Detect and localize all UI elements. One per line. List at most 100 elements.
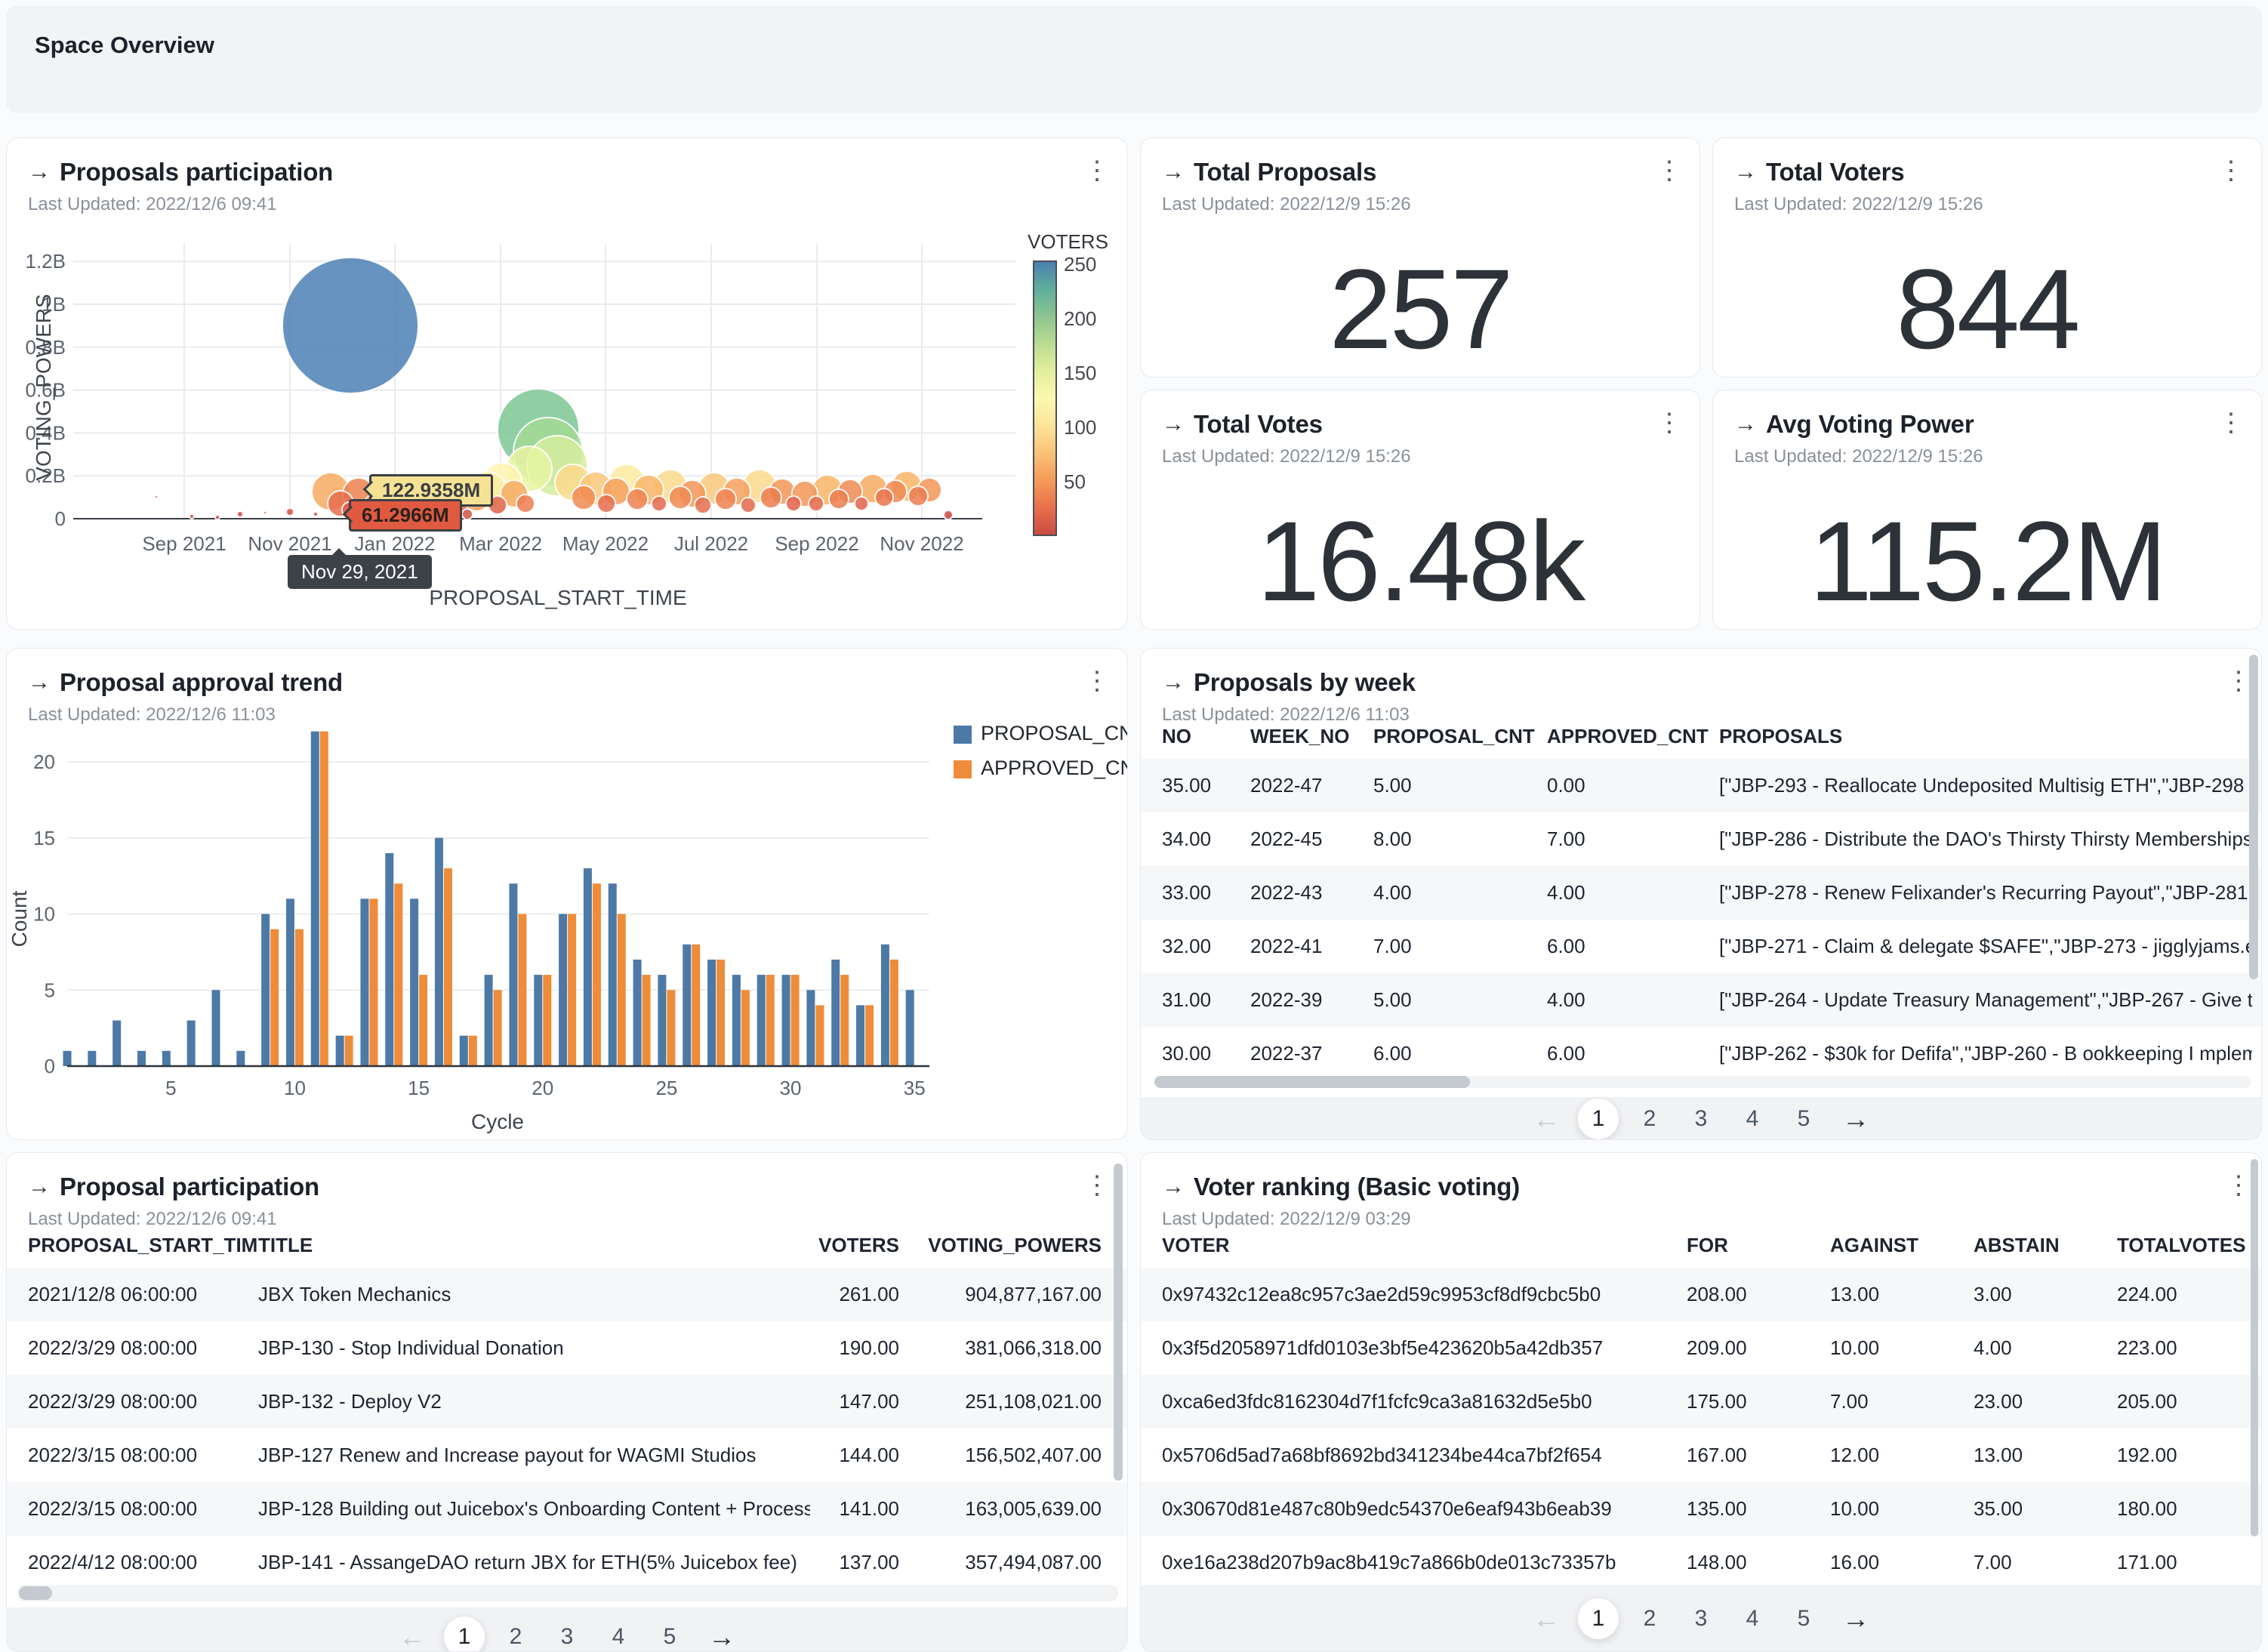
panel-link-arrow-icon[interactable]: → xyxy=(1734,159,1757,184)
bar-proposal-cnt xyxy=(88,1050,97,1066)
panel-link-arrow-icon[interactable]: → xyxy=(1162,159,1185,184)
table-cell: JBP-127 Renew and Increase payout for WA… xyxy=(258,1444,757,1466)
table-cell: 205.00 xyxy=(2117,1390,2177,1413)
page-button-4[interactable]: 4 xyxy=(1746,1606,1759,1631)
panel-link-arrow-icon[interactable]: → xyxy=(28,159,51,184)
bar-approved-cnt xyxy=(468,1035,477,1066)
pagination: ← 1 2 3 4 5 → xyxy=(391,1617,743,1652)
bar-approved-cnt xyxy=(443,868,452,1066)
horizontal-scrollbar-thumb[interactable] xyxy=(19,1586,52,1600)
table-cell: 208.00 xyxy=(1687,1283,1747,1305)
bar-approved-cnt xyxy=(865,1005,874,1066)
panel-avg-voting-power: → Avg Voting Power Last Updated: 2022/12… xyxy=(1712,390,2262,630)
bar-proposal-cnt xyxy=(335,1035,344,1066)
table-cell: 167.00 xyxy=(1687,1444,1747,1466)
x-tick-label: Sep 2022 xyxy=(775,532,858,555)
panel-link-arrow-icon[interactable]: → xyxy=(28,670,51,695)
y-axis-title: Count xyxy=(8,890,31,947)
bar-proposal-cnt xyxy=(781,975,790,1066)
panel-voter-ranking: → Voter ranking (Basic voting) Last Upda… xyxy=(1140,1152,2262,1652)
page-button-4[interactable]: 4 xyxy=(612,1624,625,1649)
previous-page-button[interactable]: ← xyxy=(1533,1103,1560,1134)
bar-proposal-cnt xyxy=(509,883,518,1066)
page-button-1[interactable]: 1 xyxy=(1578,1099,1619,1139)
page-button-2[interactable]: 2 xyxy=(1643,1606,1656,1631)
more-menu-icon[interactable]: ⋮ xyxy=(1084,1171,1110,1200)
legend-label: APPROVED_CNT xyxy=(981,757,1128,779)
table-row: 2022/3/29 08:00:00 JBP-132 - Deploy V2 147… xyxy=(7,1375,1127,1429)
vertical-scrollbar-thumb[interactable] xyxy=(2251,1159,2258,1536)
bar-approved-cnt xyxy=(369,898,378,1066)
next-page-button[interactable]: → xyxy=(1842,1603,1869,1634)
page-title: Space Overview xyxy=(35,32,214,58)
table-row: 0x3f5d2058971dfd0103e3bf5e423620b5a42db3… xyxy=(1141,1321,2261,1375)
page-button-5[interactable]: 5 xyxy=(1797,1606,1810,1631)
panel-title: Total Voters xyxy=(1766,158,1905,186)
page-button-2[interactable]: 2 xyxy=(509,1624,522,1649)
more-menu-icon[interactable]: ⋮ xyxy=(1084,156,1110,185)
table-cell: ["JBP-262 - $30k for Defifa","JBP-260 - … xyxy=(1719,1042,2252,1065)
vertical-scrollbar-thumb[interactable] xyxy=(2249,655,2258,979)
table-header-row: NO WEEK_NO PROPOSAL_CNT APPROVED_CNT PROPOSA… xyxy=(1141,714,2261,759)
table-row: 33.00 2022-43 4.00 4.00 ["JBP-278 - Renew Fe… xyxy=(1141,866,2261,920)
more-menu-icon[interactable]: ⋮ xyxy=(1656,408,1682,437)
panel-title: Proposals participation xyxy=(60,158,334,186)
more-menu-icon[interactable]: ⋮ xyxy=(1084,667,1110,695)
page-button-1[interactable]: 1 xyxy=(1578,1598,1619,1639)
page-button-2[interactable]: 2 xyxy=(1643,1106,1656,1131)
table-footer: ← 1 2 3 4 5 → xyxy=(1141,1097,2261,1139)
bar-approved-cnt xyxy=(840,975,849,1066)
table-cell: 10.00 xyxy=(1830,1336,1880,1359)
bar-proposal-cnt xyxy=(162,1050,171,1066)
x-tick-label: 35 xyxy=(904,1077,926,1099)
pagination: ← 1 2 3 4 5 → xyxy=(1525,1598,1877,1639)
more-menu-icon[interactable]: ⋮ xyxy=(2218,408,2244,437)
horizontal-scrollbar-track[interactable] xyxy=(17,1585,1118,1601)
table-cell: ["JBP-286 - Distribute the DAO's Thirsty… xyxy=(1719,828,2252,850)
panel-link-arrow-icon[interactable]: → xyxy=(28,1174,51,1199)
data-bubble xyxy=(189,513,195,519)
page-button-3[interactable]: 3 xyxy=(560,1624,574,1649)
page-button-3[interactable]: 3 xyxy=(1694,1606,1708,1631)
vertical-scrollbar-thumb[interactable] xyxy=(1114,1163,1123,1481)
page-button-5[interactable]: 5 xyxy=(663,1624,676,1649)
panel-link-arrow-icon[interactable]: → xyxy=(1162,670,1185,695)
panel-title: Proposal participation xyxy=(60,1173,319,1200)
page-button-3[interactable]: 3 xyxy=(1694,1106,1708,1131)
table-cell: 16.00 xyxy=(1830,1551,1880,1573)
next-page-button[interactable]: → xyxy=(1842,1103,1869,1134)
next-page-button[interactable]: → xyxy=(708,1621,735,1652)
x-axis-title: Cycle xyxy=(471,1110,524,1133)
bar-chart: 0 5 10 15 20 5 10 15 20 25 30 35 Count Cycle PROPOSAL_… xyxy=(8,722,1128,1133)
page-button-1[interactable]: 1 xyxy=(444,1617,485,1651)
panel-title: Avg Voting Power xyxy=(1766,410,1974,438)
bar-proposal-cnt xyxy=(211,990,220,1066)
table-cell: 144.00 xyxy=(839,1444,899,1466)
table-row: 2022/3/15 08:00:00 JBP-127 Renew and Incr… xyxy=(7,1429,1127,1482)
page-button-5[interactable]: 5 xyxy=(1797,1106,1810,1131)
tooltip-voting-power-low: 61.2966M xyxy=(349,499,462,532)
stat-value: 257 xyxy=(1329,245,1513,372)
panel-link-arrow-icon[interactable]: → xyxy=(1734,411,1757,436)
table-cell: 156,502,407.00 xyxy=(965,1444,1102,1466)
panel-link-arrow-icon[interactable]: → xyxy=(1162,1174,1185,1199)
more-menu-icon[interactable]: ⋮ xyxy=(1656,156,1682,185)
legend-swatch xyxy=(954,760,972,778)
more-menu-icon[interactable]: ⋮ xyxy=(2218,156,2244,185)
legend-swatch xyxy=(954,726,972,744)
table-cell: 3.00 xyxy=(1974,1283,2012,1305)
y-tick-label: 10 xyxy=(33,903,55,926)
page-button-4[interactable]: 4 xyxy=(1746,1106,1759,1131)
y-tick-label: 0 xyxy=(55,507,66,530)
previous-page-button[interactable]: ← xyxy=(399,1621,426,1652)
panel-link-arrow-icon[interactable]: → xyxy=(1162,411,1185,436)
column-header: VOTERS xyxy=(818,1233,899,1256)
horizontal-scrollbar-thumb[interactable] xyxy=(1154,1076,1470,1088)
more-menu-icon[interactable]: ⋮ xyxy=(2226,1171,2251,1200)
table-cell: 175.00 xyxy=(1687,1390,1747,1413)
previous-page-button[interactable]: ← xyxy=(1533,1603,1560,1634)
last-updated: Last Updated: 2022/12/6 09:41 xyxy=(28,194,277,214)
panel-title: Total Proposals xyxy=(1194,158,1377,186)
more-menu-icon[interactable]: ⋮ xyxy=(2226,667,2251,695)
table-cell: 180.00 xyxy=(2117,1497,2177,1520)
